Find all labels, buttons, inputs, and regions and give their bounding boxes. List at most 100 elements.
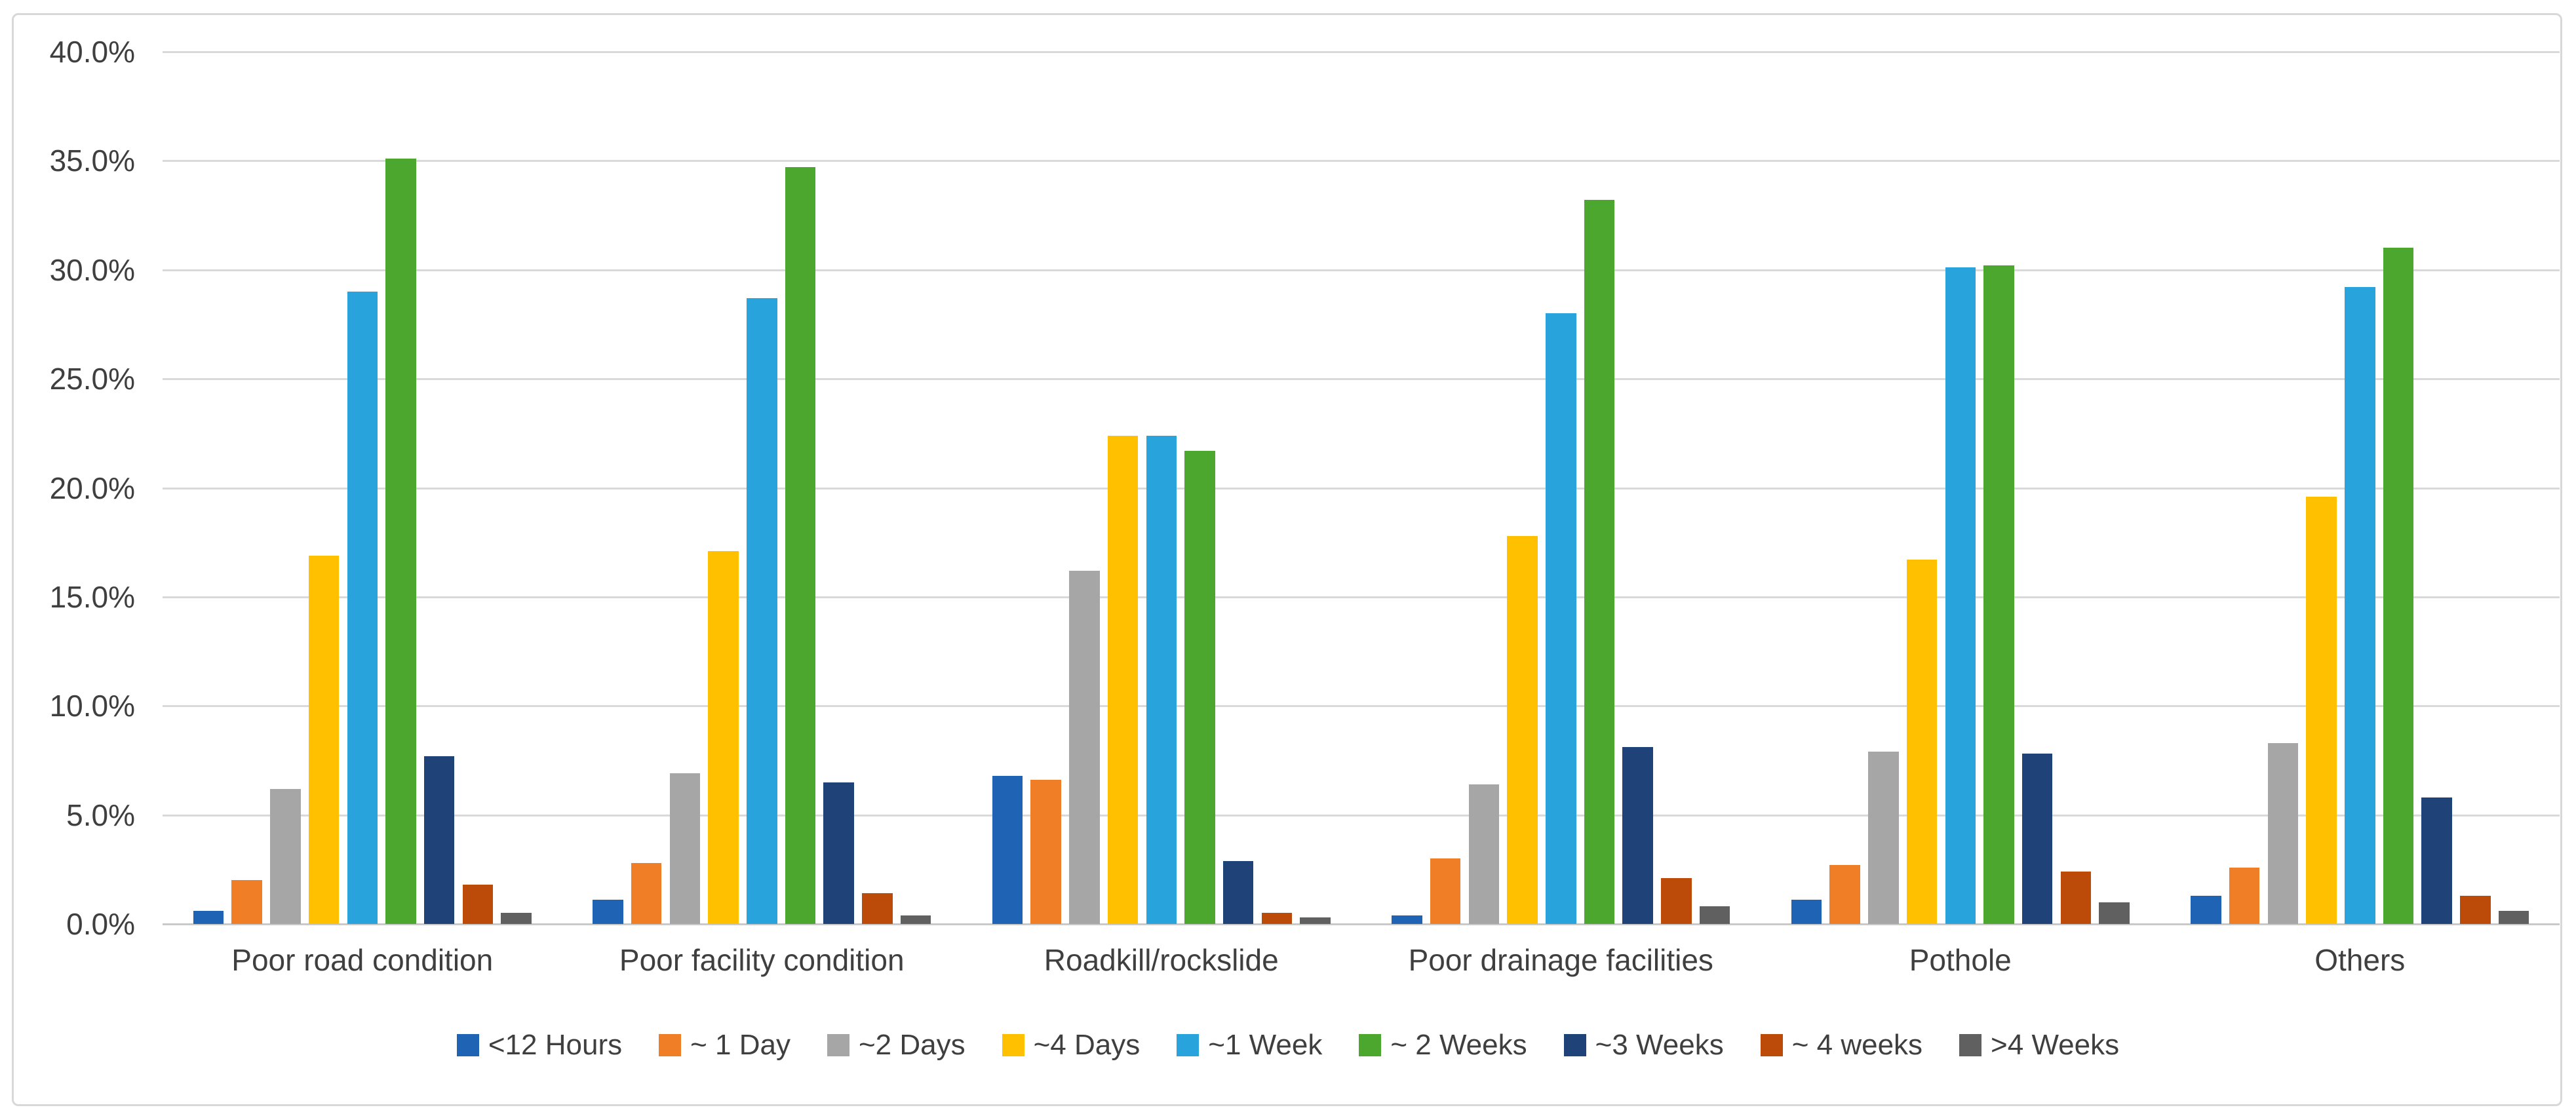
bar-~ 4 weeks-Poor facility condition [862, 893, 893, 924]
gridline-20.0% [163, 487, 2560, 490]
category-label: Pothole [1909, 943, 2012, 977]
bar-~1 Week-Poor facility condition [747, 298, 777, 924]
bar-~2 Days-Pothole [1868, 752, 1899, 924]
bar-<12 Hours-Poor facility condition [593, 900, 623, 924]
bar->4 Weeks-Roadkill/rockslide [1300, 917, 1331, 924]
bar-~2 Days-Poor facility condition [669, 773, 701, 924]
bar-~2 Days-Roadkill/rockslide [1069, 570, 1100, 924]
bar-<12 Hours-Pothole [1791, 900, 1822, 924]
bar-<12 Hours-Poor road condition [193, 911, 224, 924]
bar-~2 Days-Others [2267, 742, 2299, 924]
plot-area [163, 51, 2560, 925]
bar->4 Weeks-Poor road condition [501, 913, 532, 924]
y-axis-tick-label: 0.0% [66, 907, 135, 941]
bar-~ 2 Weeks-Pothole [1983, 265, 2014, 924]
bar->4 Weeks-Pothole [2099, 902, 2130, 924]
bar-~ 1 Day-Others [2229, 867, 2260, 924]
legend-swatch [1359, 1034, 1382, 1056]
y-axis-tick-label: 10.0% [49, 689, 135, 723]
bar-~3 Weeks-Poor drainage facilities [1622, 747, 1653, 924]
legend-swatch [827, 1034, 849, 1056]
bar-~1 Week-Roadkill/rockslide [1146, 435, 1177, 924]
chart-outer-border [12, 13, 2562, 1106]
bar-group-0 [163, 52, 562, 924]
legend-item: ~ 4 weeks [1760, 1029, 1923, 1062]
bar-~3 Weeks-Poor road condition [423, 756, 455, 924]
bar-~ 4 weeks-Poor road condition [462, 885, 494, 924]
y-axis-tick-label: 15.0% [49, 579, 135, 614]
y-axis-tick-label: 20.0% [49, 471, 135, 505]
gridline-15.0% [163, 596, 2560, 598]
legend-swatch [1563, 1034, 1586, 1056]
legend-item: ~4 Days [1002, 1029, 1141, 1062]
legend-label: ~2 Days [858, 1029, 966, 1061]
legend-label: <12 Hours [488, 1029, 623, 1061]
legend-item: ~3 Weeks [1563, 1029, 1724, 1062]
bar-~ 2 Weeks-Poor facility condition [785, 167, 816, 924]
bar-~3 Weeks-Pothole [2021, 754, 2053, 924]
bar-~1 Week-Pothole [1945, 267, 1976, 924]
category-label: Others [2314, 943, 2406, 977]
bar-~ 4 weeks-Poor drainage facilities [1661, 878, 1692, 924]
legend-swatch [1959, 1034, 1982, 1056]
bar-~1 Week-Poor drainage facilities [1546, 313, 1576, 924]
bar-group-2 [962, 52, 1361, 924]
bar-~2 Days-Poor road condition [270, 788, 301, 924]
legend-swatch [1760, 1034, 1783, 1056]
bar-~4 Days-Poor drainage facilities [1507, 535, 1538, 924]
legend-item: <12 Hours [456, 1029, 623, 1062]
bar-~ 1 Day-Roadkill/rockslide [1030, 780, 1061, 924]
bar->4 Weeks-Others [2498, 911, 2529, 924]
bar-<12 Hours-Poor drainage facilities [1392, 915, 1422, 924]
legend-swatch [659, 1034, 682, 1056]
gridline-30.0% [163, 269, 2560, 271]
legend: <12 Hours ~ 1 Day ~2 Days ~4 Days ~1 Week ~ 2… [0, 1029, 2576, 1062]
bar-group-1 [562, 52, 962, 924]
legend-item: ~2 Days [827, 1029, 966, 1062]
bar-~4 Days-Others [2306, 496, 2337, 924]
category-label: Roadkill/rockslide [1044, 943, 1279, 977]
bar-~4 Days-Poor facility condition [708, 551, 739, 924]
bar-~ 2 Weeks-Poor road condition [385, 159, 416, 924]
gridline-40.0% [163, 51, 2560, 53]
legend-swatch [1002, 1034, 1025, 1056]
bar->4 Weeks-Poor facility condition [900, 915, 931, 924]
gridline-35.0% [163, 160, 2560, 163]
bar-~1 Week-Others [2345, 287, 2375, 924]
legend-item: >4 Weeks [1959, 1029, 2119, 1062]
bar-~2 Days-Poor drainage facilities [1468, 784, 1500, 924]
bar-group-5 [2160, 52, 2560, 924]
y-axis-tick-label: 25.0% [49, 362, 135, 396]
bar-<12 Hours-Others [2191, 895, 2221, 924]
legend-item: ~ 2 Weeks [1359, 1029, 1527, 1062]
bar-~ 4 weeks-Others [2460, 895, 2491, 924]
category-label: Poor drainage facilities [1408, 943, 1713, 977]
bar-~ 1 Day-Poor facility condition [631, 862, 662, 924]
category-label: Poor facility condition [619, 943, 905, 977]
bar-group-3 [1361, 52, 1761, 924]
bar-~ 4 weeks-Roadkill/rockslide [1261, 913, 1293, 924]
legend-label: ~4 Days [1033, 1029, 1141, 1061]
bar-group-4 [1761, 52, 2160, 924]
bar-~ 4 weeks-Pothole [2060, 872, 2092, 924]
bar-~4 Days-Poor road condition [308, 555, 340, 924]
legend-label: ~ 4 weeks [1791, 1029, 1923, 1061]
bar-~ 2 Weeks-Poor drainage facilities [1584, 200, 1615, 924]
bar-~3 Weeks-Roadkill/rockslide [1222, 860, 1254, 924]
gridline-0.0% [163, 923, 2560, 925]
bar-~4 Days-Roadkill/rockslide [1107, 435, 1139, 924]
gridline-25.0% [163, 378, 2560, 381]
y-axis-tick-label: 40.0% [49, 35, 135, 69]
legend-label: >4 Weeks [1991, 1029, 2120, 1061]
bar-~ 1 Day-Poor drainage facilities [1430, 858, 1461, 924]
gridline-10.0% [163, 705, 2560, 708]
y-axis-tick-label: 5.0% [66, 797, 135, 832]
category-label: Poor road condition [231, 943, 494, 977]
bar-~3 Weeks-Poor facility condition [823, 782, 854, 924]
legend-item: ~1 Week [1177, 1029, 1322, 1062]
legend-label: ~1 Week [1208, 1029, 1323, 1061]
bar-~ 2 Weeks-Roadkill/rockslide [1184, 450, 1215, 924]
gridline-5.0% [163, 814, 2560, 816]
legend-swatch [456, 1034, 479, 1056]
